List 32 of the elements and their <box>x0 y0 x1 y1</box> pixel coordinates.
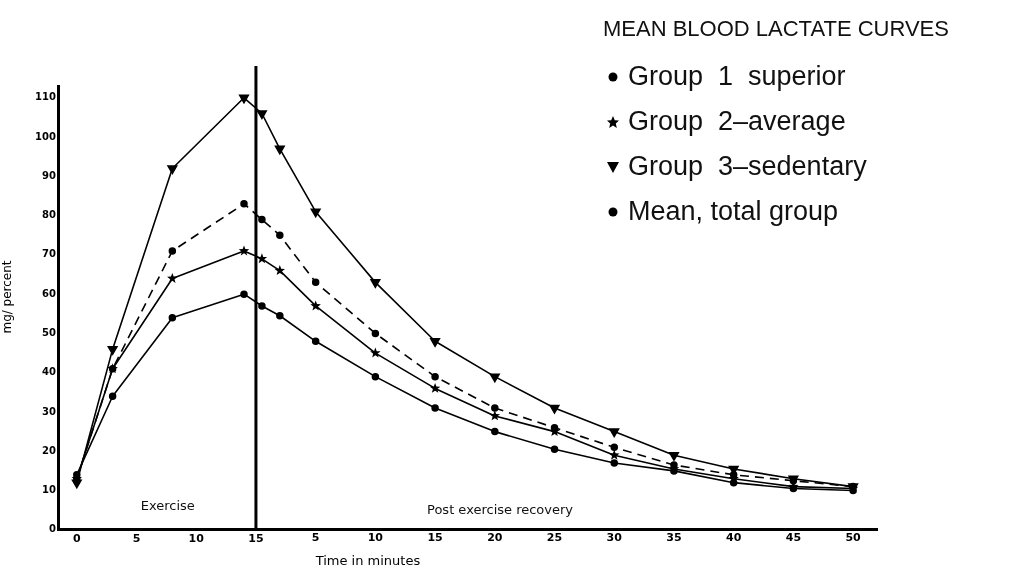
x-tick-label: 10 <box>188 532 205 546</box>
y-tick-label: 100 <box>35 130 56 142</box>
y-tick-label: 10 <box>41 484 56 496</box>
x2-tick-label: 30 <box>606 531 623 545</box>
annotation: Exercise <box>140 497 195 513</box>
x-axis-title: Time in minutes <box>315 553 421 568</box>
x-tick-label: 15 <box>248 532 264 546</box>
legend-label: Mean, total group <box>628 196 839 227</box>
y-tick-label: 20 <box>41 444 56 456</box>
legend-label: Group 1 superior <box>628 61 846 92</box>
x2-tick-label: 50 <box>845 531 862 545</box>
y-tick-label: 0 <box>48 523 56 535</box>
y-tick-label: 70 <box>41 248 56 260</box>
y-tick-label: 80 <box>41 209 56 221</box>
x2-tick-label: 20 <box>487 531 503 545</box>
x-tick-label: 0 <box>72 532 81 546</box>
x2-tick-label: 25 <box>546 531 563 545</box>
y-tick-label: 50 <box>41 327 56 339</box>
y-axis-title: mg/ percent <box>0 260 14 334</box>
legend-label: Group 2–average <box>628 106 846 137</box>
chart-title: MEAN BLOOD LACTATE CURVES <box>603 16 949 42</box>
y-tick-label: 90 <box>41 169 56 181</box>
legend-label: Group 3–sedentary <box>628 151 867 182</box>
y-tick-label: 60 <box>41 287 56 299</box>
x-tick-label: 5 <box>132 532 141 546</box>
y-tick-label: 30 <box>41 405 56 417</box>
annotation: Post exercise recovery <box>427 502 574 518</box>
y-tick-label: 110 <box>35 91 56 103</box>
y-tick-label: 40 <box>41 366 56 378</box>
x2-tick-label: 45 <box>785 531 802 545</box>
x2-tick-label: 40 <box>726 531 742 545</box>
x2-tick-label: 35 <box>666 531 682 545</box>
